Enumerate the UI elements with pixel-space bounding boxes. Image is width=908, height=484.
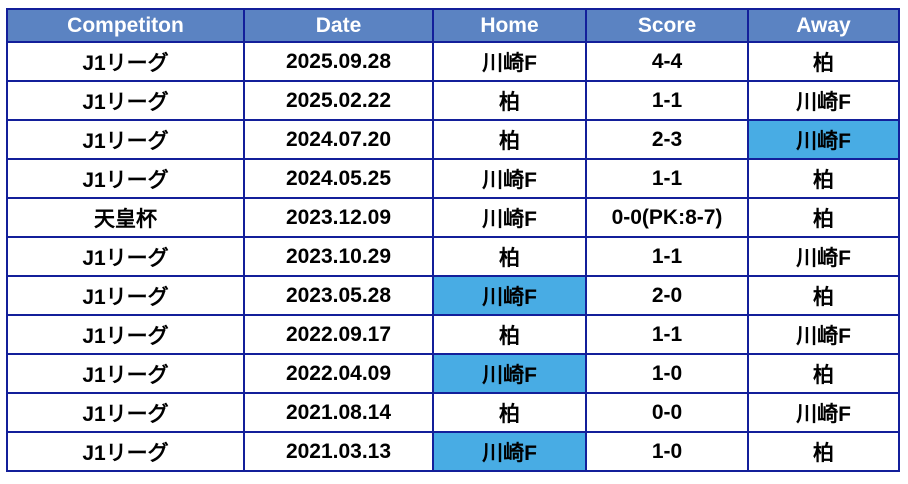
away-team-cell[interactable]: 川崎F [747, 80, 900, 121]
score-cell: 1-1 [585, 314, 749, 355]
score-cell: 1-1 [585, 158, 749, 199]
score-cell: 0-0 [585, 392, 749, 433]
score-cell: 1-0 [585, 353, 749, 394]
competition-cell: J1リーグ [6, 275, 245, 316]
home-team-cell[interactable]: 川崎F [432, 353, 587, 394]
home-team-cell: 柏 [432, 119, 587, 160]
competition-cell: 天皇杯 [6, 197, 245, 238]
match-row: J1リーグ 2022.04.09 川崎F 1-0 柏 [6, 353, 900, 394]
away-team-cell: 柏 [747, 353, 900, 394]
competition-cell: J1リーグ [6, 314, 245, 355]
date-cell: 2023.05.28 [243, 275, 434, 316]
home-team-cell: 柏 [432, 236, 587, 277]
match-row: J1リーグ 2022.09.17 柏 1-1 川崎F [6, 314, 900, 355]
date-cell: 2021.08.14 [243, 392, 434, 433]
score-cell: 2-0 [585, 275, 749, 316]
away-team-cell: 柏 [747, 275, 900, 316]
score-cell: 1-1 [585, 80, 749, 121]
away-team-cell: 柏 [747, 41, 900, 82]
competition-cell: J1リーグ [6, 353, 245, 394]
competition-cell: J1リーグ [6, 392, 245, 433]
match-row: J1リーグ 2021.08.14 柏 0-0 川崎F [6, 392, 900, 433]
home-team-cell: 柏 [432, 314, 587, 355]
competition-cell: J1リーグ [6, 236, 245, 277]
date-cell: 2025.02.22 [243, 80, 434, 121]
home-team-cell: 柏 [432, 392, 587, 433]
match-results-table: Competiton Date Home Score Away J1リーグ 20… [6, 8, 900, 472]
column-header-competition: Competiton [6, 8, 245, 43]
away-team-cell: 柏 [747, 197, 900, 238]
score-cell: 4-4 [585, 41, 749, 82]
match-row: J1リーグ 2021.03.13 川崎F 1-0 柏 [6, 431, 900, 472]
home-team-cell: 柏 [432, 80, 587, 121]
date-cell: 2023.10.29 [243, 236, 434, 277]
home-team-cell[interactable]: 川崎F [432, 275, 587, 316]
date-cell: 2024.07.20 [243, 119, 434, 160]
competition-cell: J1リーグ [6, 119, 245, 160]
away-team-cell[interactable]: 川崎F [747, 314, 900, 355]
away-team-cell: 柏 [747, 158, 900, 199]
away-team-cell[interactable]: 川崎F [747, 236, 900, 277]
table-header: Competiton Date Home Score Away [6, 8, 900, 43]
date-cell: 2024.05.25 [243, 158, 434, 199]
away-team-cell[interactable]: 川崎F [747, 392, 900, 433]
competition-cell: J1リーグ [6, 431, 245, 472]
match-row: J1リーグ 2023.05.28 川崎F 2-0 柏 [6, 275, 900, 316]
away-team-cell: 柏 [747, 431, 900, 472]
score-cell: 1-0 [585, 431, 749, 472]
home-team-cell[interactable]: 川崎F [432, 41, 587, 82]
date-cell: 2022.04.09 [243, 353, 434, 394]
score-cell: 2-3 [585, 119, 749, 160]
match-row: J1リーグ 2025.09.28 川崎F 4-4 柏 [6, 41, 900, 82]
column-header-home: Home [432, 8, 587, 43]
date-cell: 2022.09.17 [243, 314, 434, 355]
competition-cell: J1リーグ [6, 158, 245, 199]
home-team-cell[interactable]: 川崎F [432, 197, 587, 238]
match-row: J1リーグ 2025.02.22 柏 1-1 川崎F [6, 80, 900, 121]
date-cell: 2025.09.28 [243, 41, 434, 82]
column-header-score: Score [585, 8, 749, 43]
competition-cell: J1リーグ [6, 41, 245, 82]
home-team-cell[interactable]: 川崎F [432, 431, 587, 472]
away-team-cell[interactable]: 川崎F [747, 119, 900, 160]
match-row: J1リーグ 2024.05.25 川崎F 1-1 柏 [6, 158, 900, 199]
date-cell: 2021.03.13 [243, 431, 434, 472]
header-row: Competiton Date Home Score Away [6, 8, 900, 43]
home-team-cell[interactable]: 川崎F [432, 158, 587, 199]
score-cell: 0-0(PK:8-7) [585, 197, 749, 238]
score-cell: 1-1 [585, 236, 749, 277]
date-cell: 2023.12.09 [243, 197, 434, 238]
match-row: J1リーグ 2024.07.20 柏 2-3 川崎F [6, 119, 900, 160]
match-table-body: J1リーグ 2025.09.28 川崎F 4-4 柏 J1リーグ 2025.02… [6, 41, 900, 472]
column-header-date: Date [243, 8, 434, 43]
match-row: 天皇杯 2023.12.09 川崎F 0-0(PK:8-7) 柏 [6, 197, 900, 238]
match-row: J1リーグ 2023.10.29 柏 1-1 川崎F [6, 236, 900, 277]
column-header-away: Away [747, 8, 900, 43]
competition-cell: J1リーグ [6, 80, 245, 121]
